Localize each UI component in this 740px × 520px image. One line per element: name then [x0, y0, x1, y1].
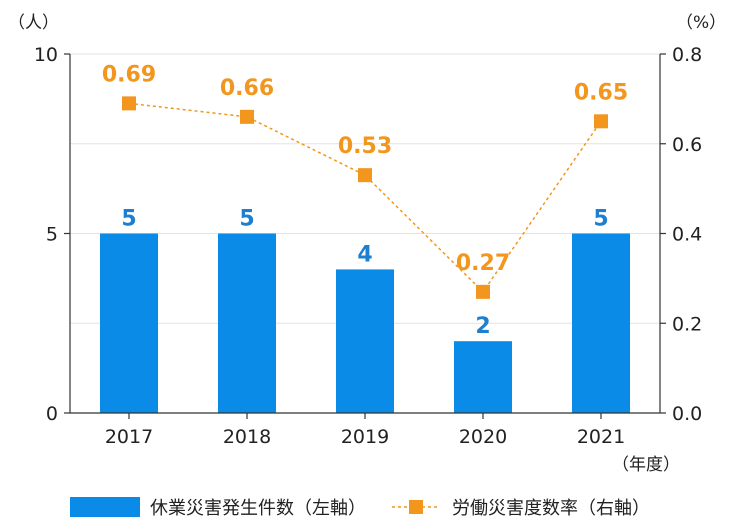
right-tick-label: 0.8 — [672, 44, 702, 66]
rate-line — [122, 96, 608, 299]
rate-marker — [358, 168, 372, 183]
legend-line-marker — [409, 500, 423, 514]
left-tick-label: 0 — [46, 403, 58, 425]
bar-2020 — [454, 341, 512, 413]
right-tick-label: 0.4 — [672, 224, 702, 246]
rate-marker — [594, 114, 608, 129]
tick-labels: 0 5 10 0.0 0.2 0.4 0.6 0.8 2017 2018 2019 2020 2021 — [34, 44, 702, 448]
x-tick-label: 2021 — [577, 426, 625, 448]
rate-marker — [476, 284, 490, 299]
rate-marker — [240, 109, 254, 124]
bar-2019 — [336, 269, 394, 413]
legend-bar-label: 休業災害発生件数（左軸） — [150, 498, 366, 519]
right-axis-unit: （%） — [676, 13, 726, 33]
rate-marker — [122, 96, 136, 111]
legend: 休業災害発生件数（左軸） 労働災害度数率（右軸） — [70, 497, 650, 519]
right-tick-label: 0.0 — [672, 403, 702, 425]
axes — [64, 53, 666, 419]
rate-value-label: 0.66 — [220, 76, 274, 101]
bar-value-label: 5 — [593, 207, 608, 232]
legend-bar-swatch — [70, 497, 140, 517]
rate-value-label: 0.69 — [102, 62, 156, 87]
left-tick-label: 10 — [34, 44, 58, 66]
bar-value-label: 4 — [357, 242, 372, 267]
left-tick-label: 5 — [46, 224, 58, 246]
left-axis-unit: （人） — [8, 13, 59, 33]
rate-value-label: 0.65 — [574, 80, 628, 105]
bar-value-label: 5 — [239, 207, 254, 232]
data-labels: 5 5 4 2 5 0.69 0.66 0.53 0.27 0.65 — [102, 62, 628, 339]
rate-value-label: 0.53 — [338, 134, 392, 159]
x-tick-label: 2019 — [341, 426, 389, 448]
bar-value-label: 5 — [121, 207, 136, 232]
bar-2017 — [100, 233, 158, 413]
x-axis-unit: （年度） — [612, 455, 680, 475]
x-tick-label: 2018 — [223, 426, 271, 448]
legend-line-label: 労働災害度数率（右軸） — [452, 498, 650, 519]
right-tick-label: 0.2 — [672, 313, 702, 335]
bar-value-label: 2 — [475, 314, 490, 339]
rate-line-path — [128, 102, 602, 293]
bars — [100, 233, 630, 413]
bar-2018 — [218, 233, 276, 413]
x-tick-label: 2020 — [459, 426, 507, 448]
bar-2021 — [572, 233, 630, 413]
rate-value-label: 0.27 — [456, 251, 510, 276]
x-tick-label: 2017 — [105, 426, 153, 448]
right-tick-label: 0.6 — [672, 134, 702, 156]
